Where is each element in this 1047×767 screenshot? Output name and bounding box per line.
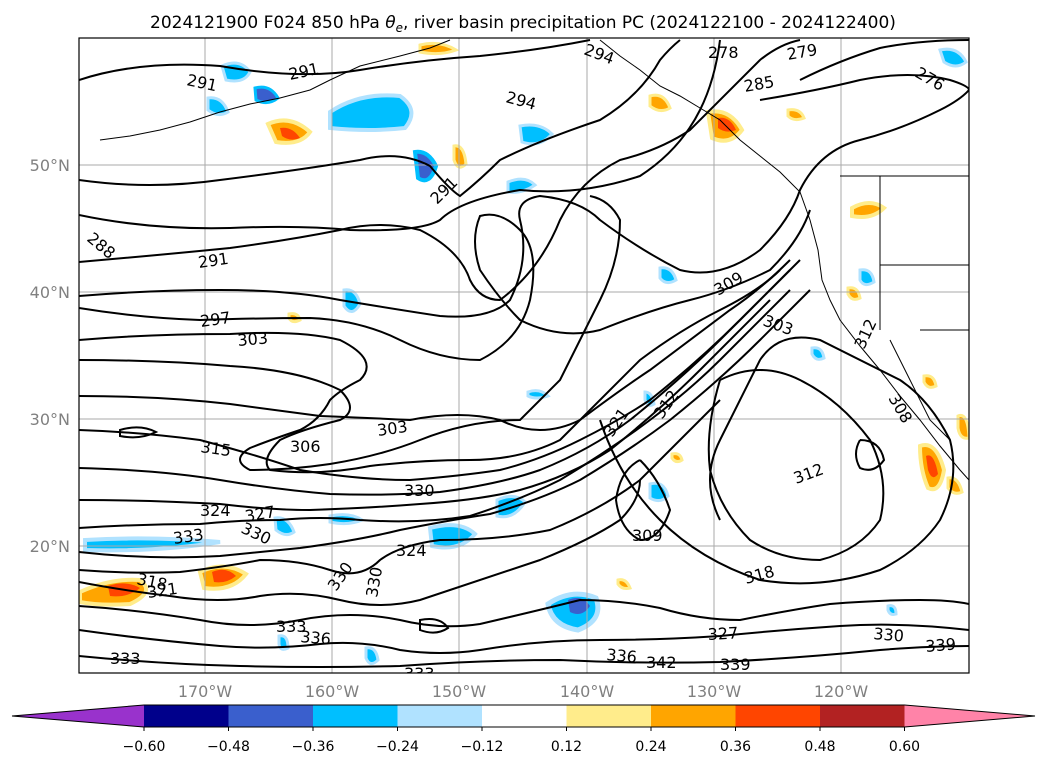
precip-patch-positive [718,117,736,132]
precip-patch-positive [616,578,633,590]
graticule [79,38,969,673]
precip-patch-positive [670,452,684,464]
lon-label-150w: 150°W [432,682,487,701]
contour-label: 342 [646,653,677,672]
colorbar-segment [313,705,398,727]
precip-patch-positive [922,374,938,389]
contour-label: 324 [200,501,231,520]
theta-e-contours [79,39,969,668]
colorbar-segment [566,705,651,727]
colorbar: −0.60 −0.48 −0.36 −0.24 −0.12 0.12 0.24 … [11,704,1036,755]
precip-patch-positive [786,108,806,122]
contour-label: 336 [606,645,638,667]
precip-patch-negative [886,604,898,616]
contour-label: 321 [146,579,179,602]
contour-label: 303 [376,417,409,440]
colorbar-segment [228,705,313,727]
map-panel: 291 291 294 294 279 276 285 291 288 291 … [78,37,970,683]
colorbar-tick-label: 0.48 [804,739,835,755]
contour-label: 336 [300,627,332,649]
precip-patch-negative [220,61,252,83]
colorbar-segment [144,705,229,727]
longitude-labels: 170°W 160°W 150°W 140°W 130°W 120°W [178,682,869,701]
precip-patch-positive [212,569,236,583]
colorbar-tick-label: −0.48 [207,739,250,755]
precip-patch-negative [938,47,968,68]
lat-label-20n: 20°N [30,537,70,556]
precip-patch-positive [926,455,938,478]
contour-label: 333 [276,617,307,636]
precipitation-shading [79,41,969,665]
contour-label: 297 [199,308,232,331]
precip-patch-negative [364,646,380,665]
contour-label: 291 [197,249,230,272]
lat-label-40n: 40°N [30,283,70,302]
colorbar-tick-label: 0.60 [889,739,920,755]
contour-label: 339 [720,655,751,674]
coastlines [99,39,969,481]
contour-label: 309 [632,526,663,545]
precip-patch-negative [83,536,221,553]
colorbar-tick-label: 0.24 [635,739,666,755]
contour-label: 339 [925,634,957,656]
map-frame [78,37,970,674]
colorbar-segment [735,705,820,727]
colorbar-extend-right [904,705,1035,727]
contour-label: 333 [110,649,141,668]
precip-patch-positive [280,127,300,140]
lon-label-170w: 170°W [178,682,233,701]
latitude-labels: 50°N 40°N 30°N 20°N [30,156,70,556]
precip-patch-negative [412,149,439,183]
precip-patch-negative [506,177,538,194]
colorbar-segment [482,705,567,727]
contour-label: 303 [237,328,269,350]
colorbar-tick-label: −0.60 [123,739,166,755]
figure-title: 2024121900 F024 850 hPa θe, river basin … [150,13,896,35]
precip-patch-negative [328,93,414,132]
precip-patch-negative [810,346,826,361]
colorbar-extend-left [12,705,144,727]
colorbar-tick-label: −0.12 [461,739,504,755]
precip-patch-negative [658,266,678,285]
precip-patch-negative [273,516,296,537]
contour-label: 330 [404,481,435,500]
lon-label-160w: 160°W [305,682,360,701]
contour-label: 315 [199,437,232,460]
lon-label-130w: 130°W [687,682,742,701]
colorbar-segment [651,705,736,727]
colorbar-tick-label: 0.12 [551,739,582,755]
contour-label: 278 [708,43,739,62]
precip-patch-positive [846,286,862,301]
colorbar-tick-label: −0.36 [292,739,335,755]
precip-patch-positive [648,93,672,113]
contour-label: 327 [707,623,738,644]
lon-label-120w: 120°W [814,682,869,701]
lon-label-140w: 140°W [560,682,615,701]
lat-label-50n: 50°N [30,156,70,175]
precip-patch-positive [850,201,888,219]
lat-label-30n: 30°N [30,410,70,429]
precip-patch-negative [518,123,555,146]
colorbar-tick-label: −0.24 [376,739,419,755]
contour-label: 333 [172,525,205,548]
contour-label: 333 [404,664,435,683]
contour-label: 330 [873,624,905,646]
colorbar-segment [820,705,905,727]
precip-patch-positive [418,41,460,56]
precip-patch-negative [427,523,478,550]
colorbar-segment [397,705,482,727]
contour-label: 306 [290,437,321,456]
precip-patch-negative [206,96,230,117]
colorbar-ticks [143,727,905,731]
contour-label: 324 [396,541,427,560]
colorbar-tick-label: 0.36 [720,739,751,755]
precip-patch-negative [858,268,876,287]
